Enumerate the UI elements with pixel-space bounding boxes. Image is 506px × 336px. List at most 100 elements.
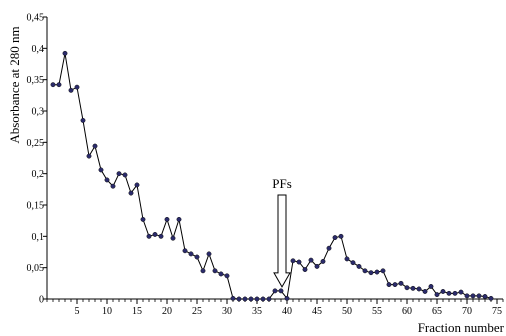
- data-point: [68, 87, 74, 93]
- data-point: [296, 259, 302, 265]
- data-point: [212, 268, 218, 274]
- data-point: [374, 269, 380, 275]
- data-point: [266, 296, 272, 302]
- data-point: [236, 296, 242, 302]
- pfs-label: PFs: [272, 176, 292, 191]
- x-tick-label: 65: [432, 306, 442, 317]
- y-tick-label: 0,05: [27, 263, 45, 274]
- data-point: [152, 232, 158, 237]
- y-tick-label: 0,15: [27, 201, 45, 212]
- data-point: [338, 233, 344, 239]
- data-point: [116, 171, 122, 177]
- data-point: [290, 258, 296, 264]
- data-point: [302, 267, 308, 272]
- data-point: [104, 177, 110, 183]
- data-point: [194, 254, 200, 260]
- data-point: [428, 284, 434, 289]
- y-axis-title: Absorbance at 280 nm: [7, 26, 22, 143]
- data-point: [272, 288, 278, 294]
- data-point: [368, 270, 374, 276]
- x-tick-label: 45: [312, 306, 322, 317]
- data-point: [260, 296, 266, 302]
- data-point: [488, 295, 494, 301]
- data-point: [308, 257, 314, 263]
- x-tick-label: 10: [102, 306, 112, 317]
- x-tick-label: 60: [402, 306, 412, 317]
- data-point: [254, 296, 260, 302]
- pfs-annotation: PFs: [272, 176, 292, 288]
- data-points: [50, 50, 494, 302]
- data-point: [62, 50, 68, 56]
- y-tick-label: 0,4: [32, 44, 45, 55]
- data-point: [218, 271, 224, 277]
- data-point: [146, 233, 152, 239]
- data-point: [434, 292, 440, 298]
- data-point: [320, 258, 326, 264]
- data-point: [416, 286, 422, 292]
- data-point: [56, 82, 62, 88]
- data-point: [404, 285, 410, 291]
- data-point: [242, 296, 248, 302]
- x-tick-label: 40: [282, 306, 292, 317]
- y-tick-label: 0: [39, 295, 44, 306]
- data-point: [140, 216, 146, 222]
- data-point: [134, 182, 140, 188]
- data-point: [164, 216, 170, 222]
- data-point: [170, 235, 176, 241]
- data-point: [86, 153, 92, 159]
- x-tick-label: 30: [222, 306, 232, 317]
- data-point: [128, 190, 134, 196]
- axes: 0 0,05 0,1 0,15 0,2 0,25 0,3 0,35 0,4 0,45 5 10 15 20…: [27, 13, 504, 317]
- x-tick-label: 5: [75, 306, 80, 317]
- data-point: [356, 263, 362, 269]
- data-point: [158, 233, 164, 239]
- data-point: [422, 289, 428, 294]
- x-tick-label: 15: [132, 306, 142, 317]
- x-axis-title: Fraction number: [418, 320, 505, 335]
- data-point: [50, 82, 56, 88]
- data-point: [344, 256, 350, 262]
- data-point: [248, 296, 254, 302]
- x-tick-label: 20: [162, 306, 172, 317]
- data-point: [440, 289, 446, 294]
- data-point: [80, 117, 86, 123]
- data-point: [98, 167, 104, 173]
- data-point: [386, 282, 392, 288]
- data-point: [398, 280, 404, 286]
- data-point: [362, 268, 368, 274]
- y-tick-label: 0,35: [27, 75, 45, 86]
- x-tick-label: 75: [492, 306, 502, 317]
- y-tick-label: 0,2: [32, 169, 45, 180]
- data-point: [482, 294, 488, 299]
- data-point: [458, 289, 464, 295]
- data-point: [314, 263, 320, 269]
- data-point: [278, 288, 284, 294]
- data-point: [284, 295, 290, 301]
- data-point: [464, 293, 470, 299]
- data-point: [110, 183, 116, 189]
- data-point: [452, 290, 458, 296]
- x-tick-label: 50: [342, 306, 352, 317]
- x-tick-label: 55: [372, 306, 382, 317]
- data-point: [188, 251, 194, 257]
- data-point: [470, 293, 476, 299]
- data-point: [476, 293, 482, 299]
- data-point: [350, 260, 356, 266]
- data-point: [332, 235, 338, 241]
- data-point: [74, 84, 80, 90]
- data-point: [380, 268, 386, 274]
- data-point: [182, 248, 188, 254]
- data-point: [326, 245, 332, 251]
- x-tick-label: 35: [252, 306, 262, 317]
- data-point: [410, 285, 416, 291]
- data-point: [392, 282, 398, 288]
- data-point: [224, 273, 230, 279]
- y-tick-label: 0,25: [27, 138, 45, 149]
- data-point: [122, 172, 128, 178]
- data-point: [176, 216, 182, 222]
- pfs-arrow: [273, 194, 291, 288]
- data-point: [230, 295, 236, 301]
- x-tick-label: 70: [462, 306, 472, 317]
- data-point: [446, 290, 452, 296]
